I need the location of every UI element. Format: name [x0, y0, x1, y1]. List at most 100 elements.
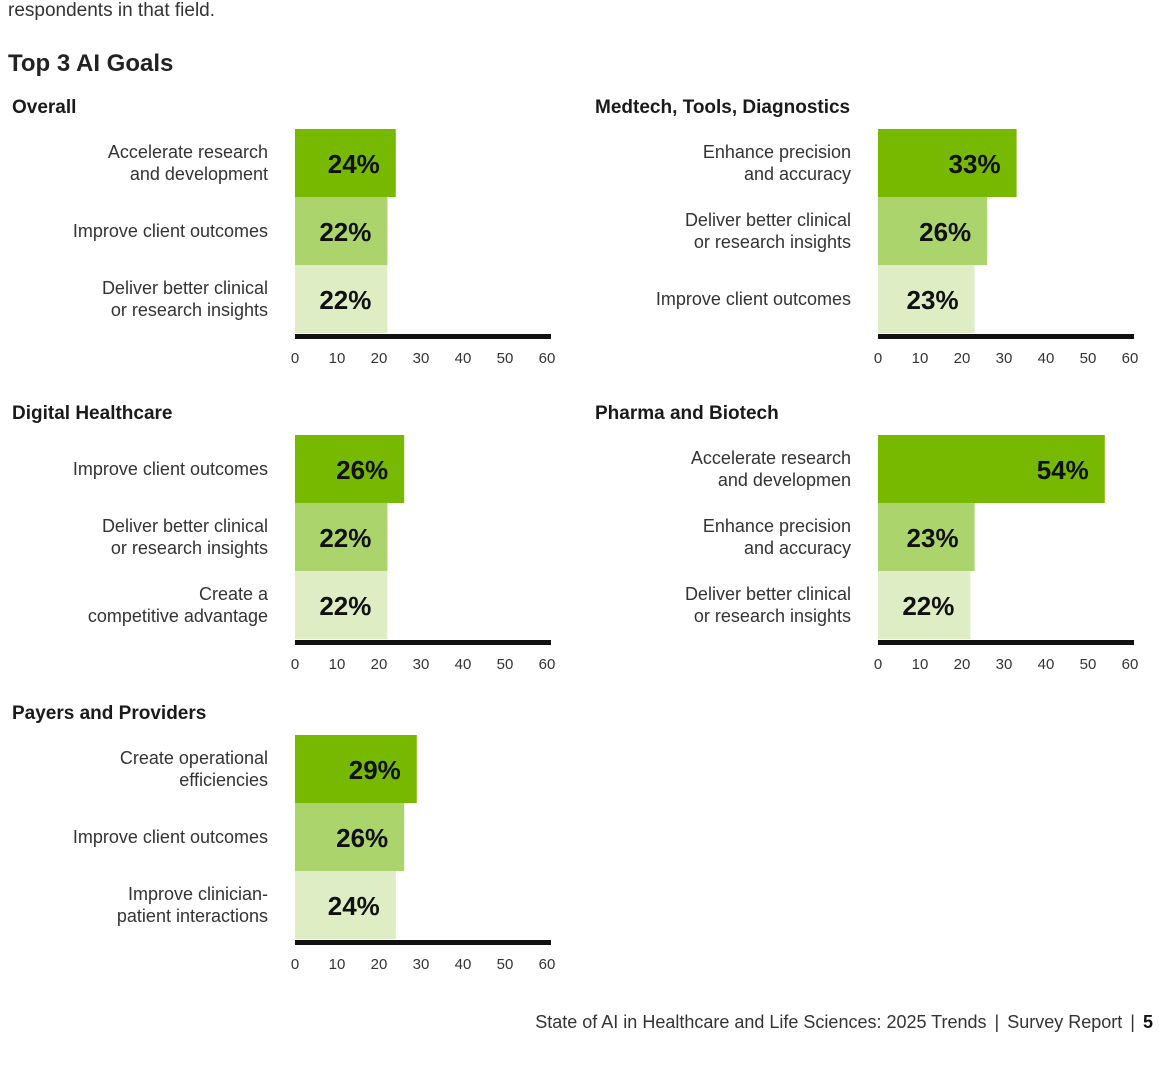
- x-tick-label: 30: [996, 350, 1013, 367]
- data-label: 22%: [319, 591, 371, 621]
- category-label: Deliver better clinical: [685, 584, 851, 604]
- category-label: Improve clinician-: [128, 884, 268, 904]
- bar: [295, 735, 417, 803]
- category-label: Deliver better clinical: [102, 516, 268, 536]
- x-axis-line: [878, 640, 1134, 645]
- bar: [878, 571, 971, 639]
- category-label: Accelerate research: [108, 142, 268, 162]
- category-label: Improve client outcomes: [73, 459, 268, 479]
- x-tick-label: 40: [455, 656, 472, 673]
- x-tick-label: 60: [1122, 350, 1139, 367]
- x-tick-label: 0: [874, 350, 882, 367]
- data-label: 33%: [949, 149, 1001, 179]
- bar: [295, 503, 388, 571]
- x-tick-label: 40: [455, 956, 472, 973]
- chart-svg: 26% Improve client outcomes 22% Deliver bet…: [73, 435, 556, 673]
- chart-digital-healthcare: Digital Healthcare 26% Improve client out…: [8, 403, 568, 678]
- x-tick-label: 30: [413, 656, 430, 673]
- bar: [295, 129, 396, 197]
- x-axis-line: [295, 334, 551, 339]
- category-label: Deliver better clinical: [685, 210, 851, 230]
- bar: [878, 435, 1105, 503]
- x-tick-label: 20: [371, 956, 388, 973]
- x-tick-label: 60: [539, 350, 556, 367]
- chart-payers-providers: Payers and Providers 29% Create operation…: [8, 703, 568, 978]
- footer-title: State of AI in Healthcare and Life Scien…: [535, 1012, 987, 1032]
- x-tick-label: 60: [539, 656, 556, 673]
- x-tick-label: 50: [1080, 656, 1097, 673]
- bar: [295, 871, 396, 939]
- category-label: or research insights: [111, 538, 268, 558]
- category-label: Enhance precision: [703, 516, 851, 536]
- chart-pharma-biotech: Pharma and Biotech 54% Accelerate researc…: [591, 403, 1151, 678]
- x-tick-label: 10: [329, 350, 346, 367]
- x-tick-label: 40: [455, 350, 472, 367]
- category-label: and developmen: [718, 470, 851, 490]
- footer: State of AI in Healthcare and Life Scien…: [535, 1012, 1153, 1033]
- bar: [878, 503, 975, 571]
- bar: [295, 197, 388, 265]
- footer-separator: |: [1130, 1012, 1135, 1032]
- x-axis-line: [295, 640, 551, 645]
- x-tick-label: 50: [497, 956, 514, 973]
- data-label: 23%: [907, 285, 959, 315]
- category-label: Create a: [199, 584, 269, 604]
- bar: [295, 571, 388, 639]
- bar: [878, 265, 975, 333]
- x-tick-label: 20: [371, 350, 388, 367]
- category-label: Enhance precision: [703, 142, 851, 162]
- footer-separator: |: [994, 1012, 1000, 1032]
- data-label: 26%: [336, 455, 388, 485]
- bar: [295, 803, 405, 871]
- x-tick-label: 10: [329, 956, 346, 973]
- data-label: 29%: [349, 755, 401, 785]
- data-label: 23%: [907, 523, 959, 553]
- x-tick-label: 0: [291, 350, 299, 367]
- x-tick-label: 0: [291, 656, 299, 673]
- x-tick-label: 10: [329, 656, 346, 673]
- category-label: efficiencies: [179, 770, 268, 790]
- chart-overall: Overall 24% Accelerate research and develo…: [8, 97, 568, 372]
- x-tick-label: 0: [874, 656, 882, 673]
- x-tick-label: 30: [413, 350, 430, 367]
- category-label: and development: [130, 164, 268, 184]
- category-label: or research insights: [694, 232, 851, 252]
- x-tick-label: 60: [539, 956, 556, 973]
- category-label: and accuracy: [744, 538, 851, 558]
- data-label: 22%: [319, 217, 371, 247]
- data-label: 26%: [336, 823, 388, 853]
- x-tick-label: 50: [497, 350, 514, 367]
- page-number: 5: [1142, 1012, 1153, 1032]
- data-label: 24%: [328, 891, 380, 921]
- section-title: Top 3 AI Goals: [8, 50, 174, 77]
- data-label: 54%: [1037, 455, 1089, 485]
- data-label: 24%: [328, 149, 380, 179]
- x-tick-label: 20: [954, 350, 971, 367]
- category-label: Accelerate research: [691, 448, 851, 468]
- x-tick-label: 10: [912, 350, 929, 367]
- category-label: Improve client outcomes: [73, 221, 268, 241]
- bar: [878, 129, 1017, 197]
- data-label: 26%: [919, 217, 971, 247]
- data-label: 22%: [319, 285, 371, 315]
- data-label: 22%: [902, 591, 954, 621]
- x-tick-label: 50: [1080, 350, 1097, 367]
- x-tick-label: 20: [371, 656, 388, 673]
- x-tick-label: 40: [1038, 656, 1055, 673]
- category-label: Improve client outcomes: [656, 289, 851, 309]
- category-label: Create operational: [120, 748, 268, 768]
- x-tick-label: 50: [497, 656, 514, 673]
- chart-title: Payers and Providers: [12, 703, 207, 724]
- chart-title: Pharma and Biotech: [595, 403, 779, 424]
- category-label: and accuracy: [744, 164, 851, 184]
- category-label: or research insights: [694, 606, 851, 626]
- x-axis-line: [878, 334, 1134, 339]
- chart-title: Digital Healthcare: [12, 403, 173, 424]
- x-tick-label: 0: [291, 956, 299, 973]
- intro-text: respondents in that field.: [8, 0, 216, 21]
- x-tick-label: 40: [1038, 350, 1055, 367]
- bar: [295, 265, 388, 333]
